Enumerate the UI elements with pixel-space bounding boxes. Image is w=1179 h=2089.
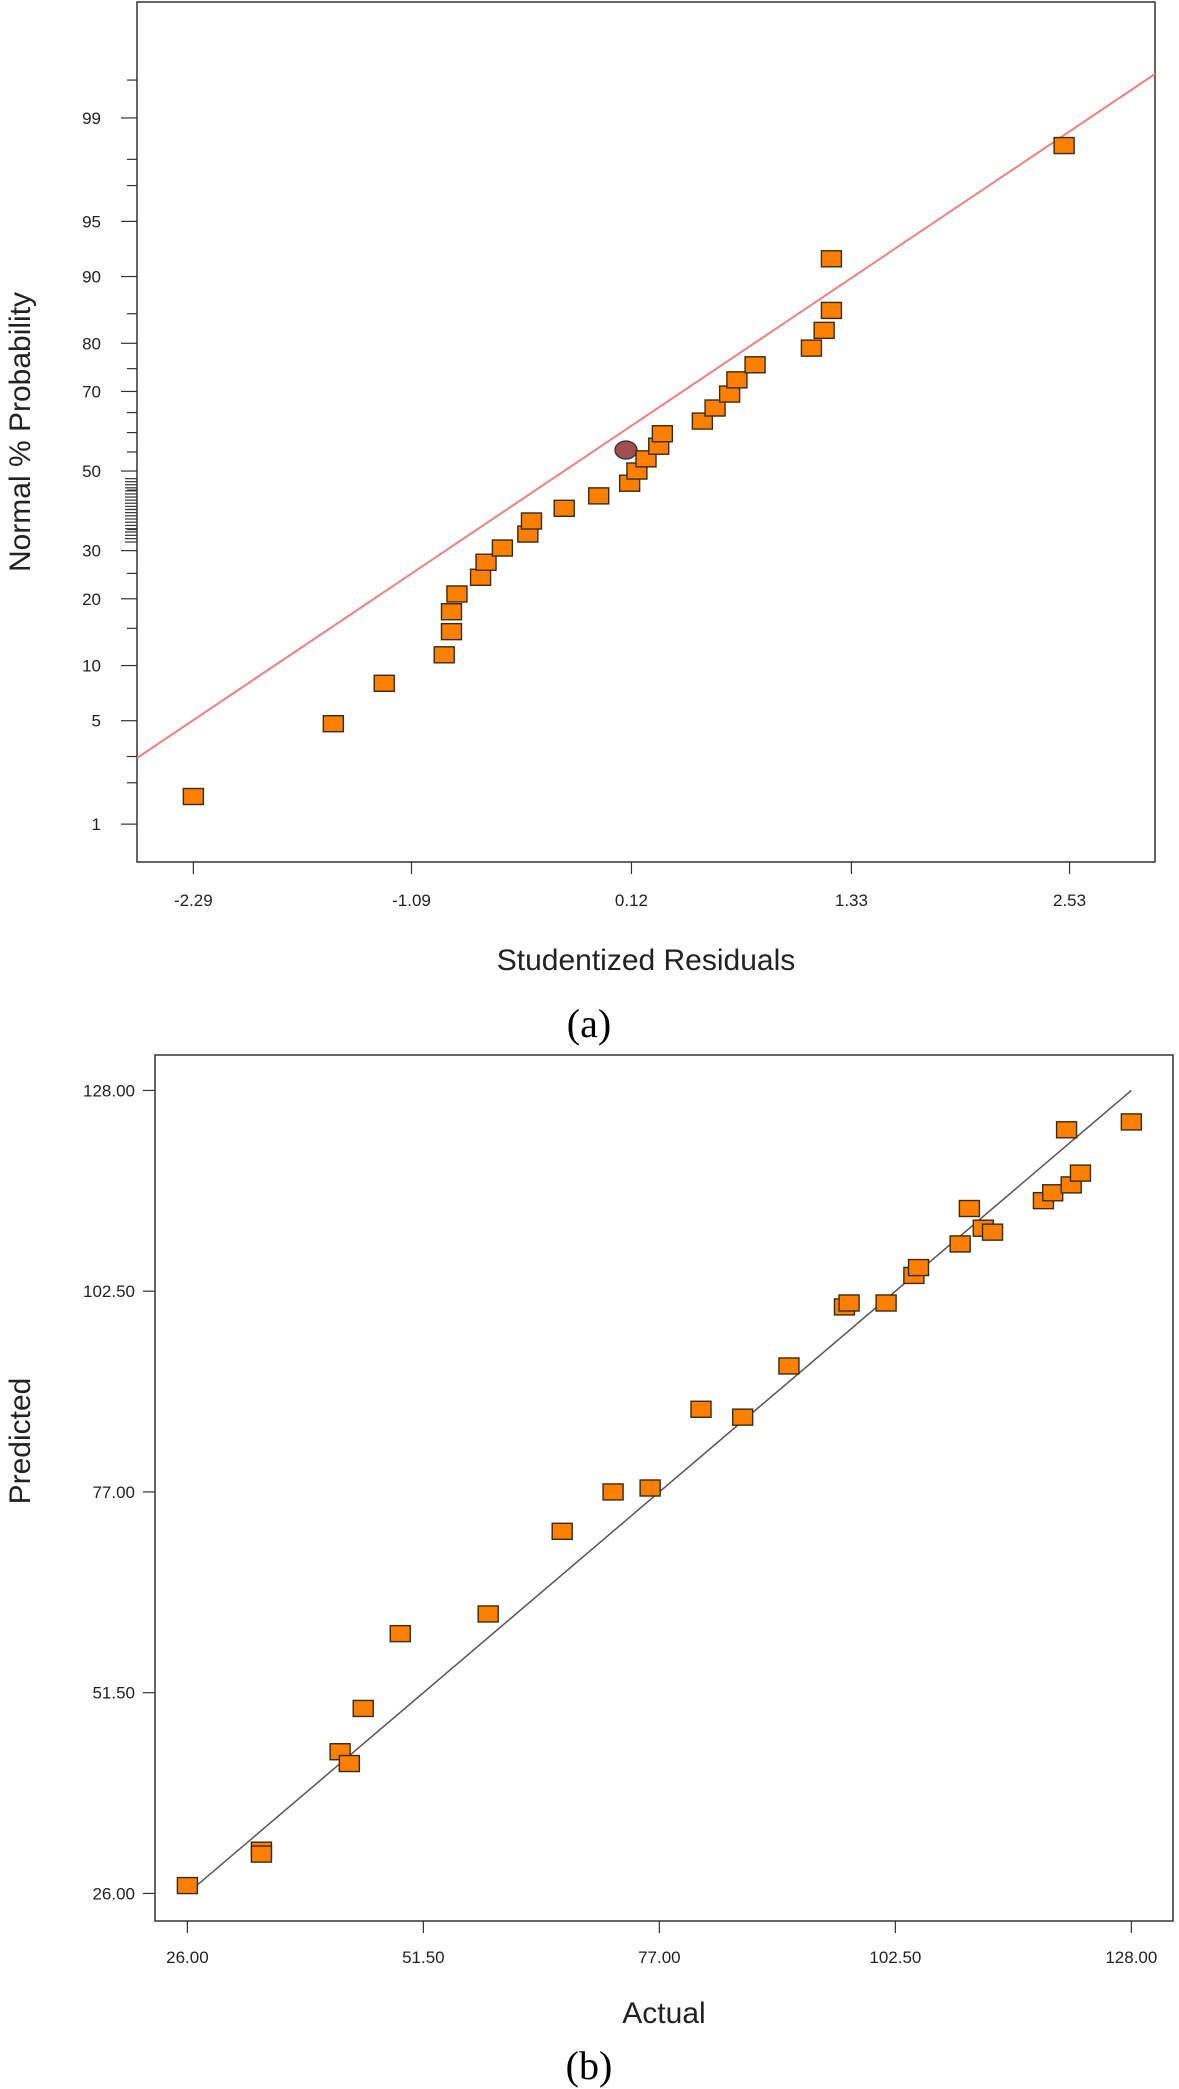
data-point-a: [446, 585, 468, 603]
data-point-b: [602, 1483, 624, 1501]
x-tick-label-b: 77.00: [638, 1948, 681, 1967]
y-tick-label-a: 30: [82, 542, 101, 561]
y-axis-b: 26.00 51.50 77.00 102.50 128.00: [83, 1081, 155, 1903]
data-point-b: [1120, 1113, 1143, 1131]
y-tick-label-a: 95: [82, 212, 101, 231]
x-axis-label-b: Actual: [622, 1997, 705, 2030]
data-point-a: [553, 499, 575, 518]
y-tick-label-a: 10: [82, 657, 101, 676]
data-point-a: [322, 714, 345, 733]
y-axis-a: 1 5 10 20 30 50 70 80 90 95 99: [82, 79, 137, 834]
x-tick-label-a: -1.09: [392, 891, 431, 910]
predicted-vs-actual-plot: 26.00 51.50 77.00 102.50 128.00 26.00 51.50 77…: [4, 1054, 1174, 2088]
data-point-b: [551, 1522, 573, 1541]
y-tick-label-b: 51.50: [92, 1684, 135, 1703]
x-tick-label-a: -2.29: [174, 891, 213, 910]
data-point-a: [691, 412, 714, 430]
y-tick-label-a: 99: [82, 109, 101, 128]
data-point-b: [907, 1258, 930, 1277]
data-point-a: [1053, 136, 1075, 155]
data-point-a: [440, 622, 463, 641]
data-point-b: [981, 1223, 1004, 1241]
y-tick-label-a: 20: [82, 590, 101, 609]
data-point-b: [639, 1479, 661, 1497]
data-point-a: [373, 674, 395, 692]
y-tick-label-a: 90: [82, 268, 101, 287]
data-point-b: [389, 1624, 411, 1643]
data-point-a: [440, 603, 463, 621]
y-axis-label-a: Normal % Probability: [4, 292, 37, 572]
series-points-b: [176, 1113, 1143, 1895]
data-point-a: [813, 321, 835, 340]
x-axis-b: 26.00 51.50 77.00 102.50 128.00: [166, 1921, 1157, 1967]
data-point-b: [477, 1605, 499, 1623]
data-point-b: [1041, 1184, 1064, 1202]
data-point-a: [475, 553, 497, 571]
y-axis-label-b: Predicted: [4, 1378, 37, 1505]
data-point-a: [726, 371, 748, 389]
data-point-b: [250, 1845, 273, 1863]
normal-probability-plot: 1 5 10 20 30 50 70 80 90 95 99 -2.29 -1.09 0.12 1.33 2…: [4, 1, 1156, 1046]
x-tick-label-a: 0.12: [615, 891, 648, 910]
series-points-a: [182, 136, 1075, 806]
data-point-b: [731, 1408, 754, 1426]
y-tick-label-a: 1: [92, 815, 101, 834]
highlighted-point-a: [614, 440, 638, 460]
data-point-b: [176, 1876, 199, 1895]
data-point-a: [704, 399, 726, 417]
data-point-b: [778, 1357, 800, 1375]
data-point-a: [820, 250, 843, 268]
x-tick-label-b: 102.50: [869, 1948, 921, 1967]
x-tick-label-b: 51.50: [402, 1948, 445, 1967]
y-tick-label-b: 102.50: [83, 1282, 135, 1301]
x-tick-label-b: 128.00: [1105, 1948, 1157, 1967]
y-tick-label-b: 128.00: [83, 1081, 135, 1100]
y-tick-label-a: 80: [82, 334, 101, 353]
data-point-a: [800, 339, 823, 357]
data-point-b: [690, 1400, 712, 1418]
y-tick-label-b: 26.00: [92, 1884, 135, 1903]
x-tick-label-a: 1.33: [835, 891, 868, 910]
data-point-b: [958, 1199, 981, 1218]
data-point-a: [182, 787, 205, 806]
caption-b: (b): [566, 2043, 613, 2088]
data-point-a: [820, 301, 843, 320]
data-point-b: [1069, 1164, 1092, 1182]
data-point-b: [338, 1754, 361, 1773]
x-axis-a: -2.29 -1.09 0.12 1.33 2.53: [174, 862, 1086, 910]
y-tick-label-a: 50: [82, 462, 101, 481]
data-point-b: [1055, 1121, 1078, 1139]
data-point-b: [838, 1294, 860, 1312]
data-point-a: [651, 425, 674, 443]
x-tick-label-a: 2.53: [1053, 891, 1086, 910]
reference-line-a: [136, 73, 1156, 759]
data-point-a: [744, 356, 766, 374]
data-point-a: [588, 487, 610, 505]
data-point-b: [949, 1235, 971, 1253]
data-point-b: [352, 1699, 374, 1718]
y-tick-label-a: 5: [92, 712, 101, 731]
y-tick-label-b: 77.00: [92, 1483, 135, 1502]
data-point-a: [433, 646, 455, 664]
data-point-a: [491, 539, 514, 557]
caption-a: (a): [567, 1001, 611, 1046]
plot-area-a: [136, 1, 1156, 863]
y-tick-label-a: 70: [82, 382, 101, 401]
data-point-a: [469, 568, 492, 586]
x-tick-label-b: 26.00: [166, 1948, 209, 1967]
data-point-a: [520, 512, 543, 530]
x-axis-label-a: Studentized Residuals: [497, 944, 796, 977]
data-point-b: [875, 1294, 897, 1312]
